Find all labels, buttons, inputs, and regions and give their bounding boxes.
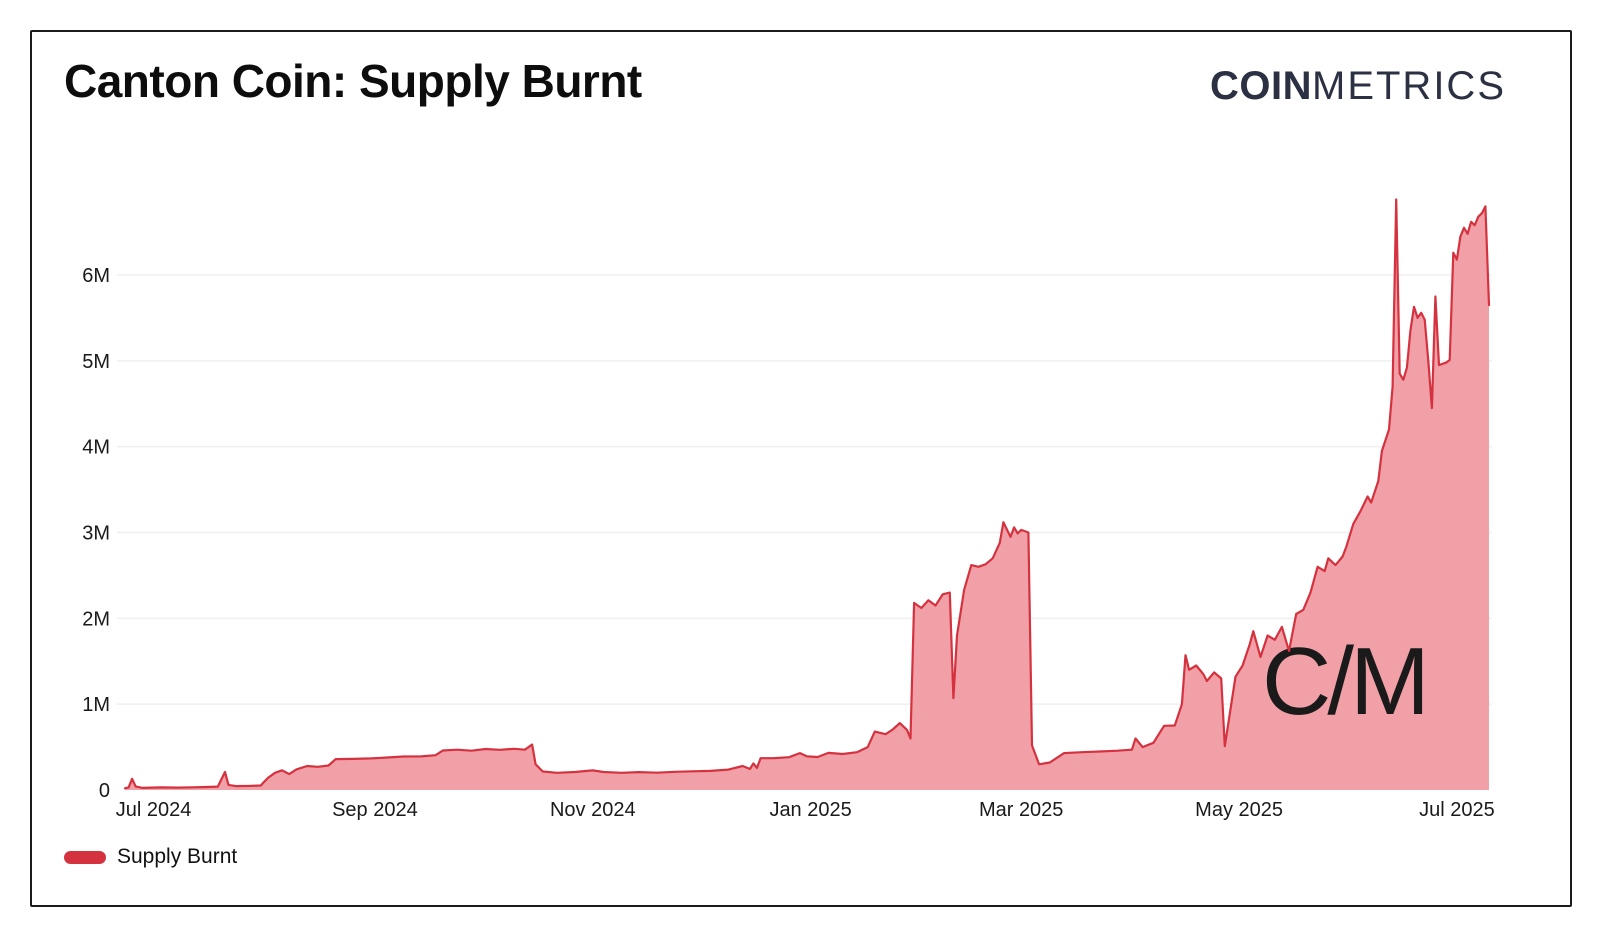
legend-label: Supply Burnt [117,845,238,868]
x-axis-tick-label: Mar 2025 [979,799,1064,821]
x-axis-tick-label: Jan 2025 [769,799,851,821]
chart-title: Canton Coin: Supply Burnt [64,55,642,107]
x-axis-tick-label: Nov 2024 [550,799,636,821]
legend: Supply Burnt [64,845,237,869]
y-axis-tick-label: 5M [82,351,110,373]
coinmetrics-logo: COINMETRICS [1210,64,1506,109]
x-axis-tick-label: Jul 2024 [116,799,192,821]
x-axis-tick-label: Sep 2024 [332,799,418,821]
line-series-supply-burnt [123,198,1491,790]
y-axis-tick-label: 2M [82,608,110,630]
y-axis-tick-label: 6M [82,265,110,287]
y-axis-tick-label: 3M [82,523,110,545]
y-axis-tick-label: 4M [82,437,110,459]
logo-metrics: METRICS [1312,64,1506,108]
y-axis-tick-label: 0 [99,780,110,802]
x-axis-tick-label: Jul 2025 [1419,799,1495,821]
legend-swatch-supply-burnt [64,850,106,864]
x-axis-tick-label: May 2025 [1195,799,1283,821]
area-series-supply-burnt [125,199,1489,790]
logo-coin: COIN [1210,64,1312,108]
y-axis-tick-label: 1M [82,694,110,716]
